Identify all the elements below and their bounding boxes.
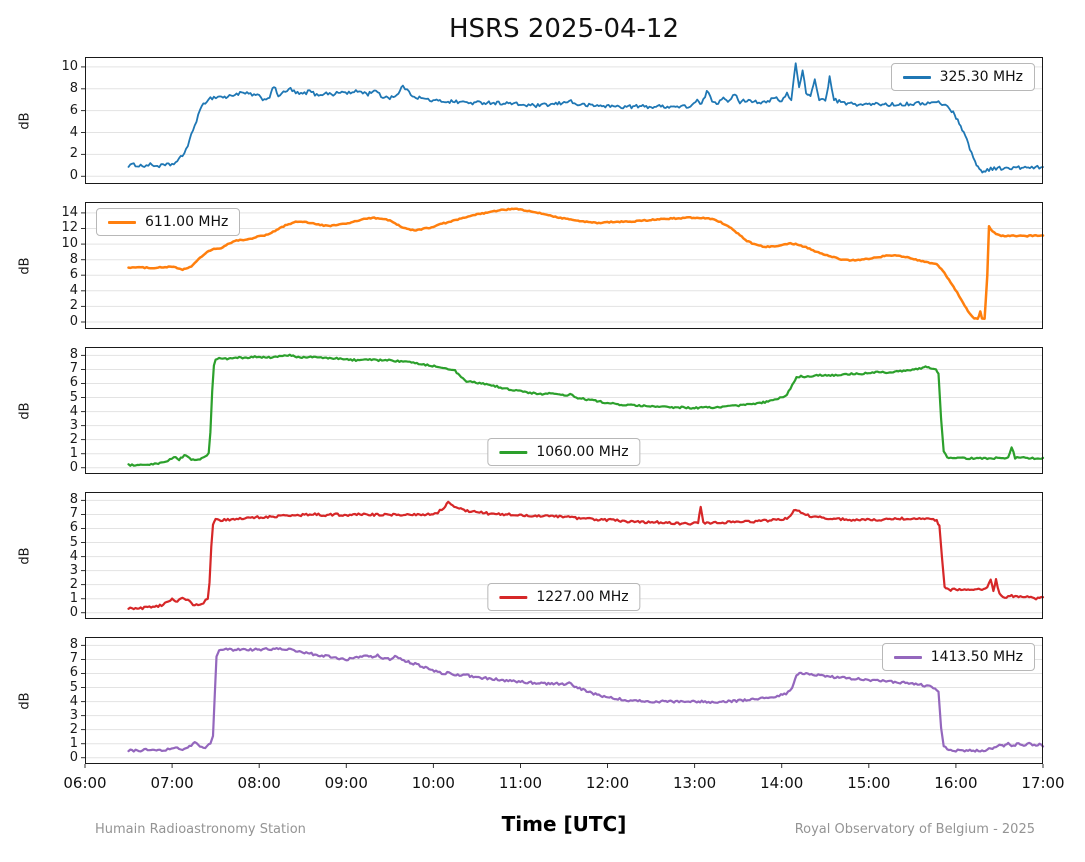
panel-1413mhz: 0 1 2 3 4 5 6 7 8 dB 1413.50 MHz — [18, 637, 1045, 768]
y-tick-label: 10 — [61, 236, 78, 252]
y-tick-label: 3 — [69, 562, 78, 578]
legend-1060mhz: 1060.00 MHz — [487, 438, 641, 466]
y-axis-label: dB — [17, 401, 33, 420]
x-tick-label: 09:00 — [324, 774, 368, 792]
y-tick-label: 8 — [69, 251, 78, 267]
x-tick-label: 17:00 — [1021, 774, 1065, 792]
panel-border — [85, 492, 1043, 619]
series-line-325mhz — [127, 62, 1044, 174]
y-tick-label: 0 — [69, 604, 78, 620]
legend-611mhz: 611.00 MHz — [96, 208, 241, 236]
series-line-1060mhz — [127, 353, 1045, 467]
x-tick-label: 07:00 — [150, 774, 194, 792]
series-line-1227mhz — [127, 500, 1045, 611]
y-tick-label: 0 — [69, 168, 78, 184]
y-tick-label: 4 — [69, 282, 78, 298]
y-tick-label: 3 — [69, 417, 78, 433]
x-axis-label: Time [UTC] — [501, 812, 627, 836]
legend-1413mhz: 1413.50 MHz — [881, 643, 1035, 671]
series-line-1413mhz — [127, 647, 1045, 753]
legend-line-sample — [499, 595, 528, 599]
y-tick-label: 10 — [61, 58, 78, 74]
panel-border — [85, 347, 1043, 474]
y-tick-label: 6 — [69, 375, 78, 391]
legend-line-sample — [108, 220, 136, 224]
legend-label: 1227.00 MHz — [536, 589, 629, 605]
legend-line-sample — [902, 75, 931, 79]
y-tick-label: 8 — [69, 347, 78, 363]
panel-plot-325mhz — [81, 57, 1044, 184]
x-tick-label: 11:00 — [498, 774, 543, 792]
y-tick-label: 1 — [69, 735, 78, 751]
y-tick-label: 4 — [69, 124, 78, 140]
panel-border — [85, 637, 1043, 764]
y-tick-label: 1 — [69, 590, 78, 606]
y-tick-label: 8 — [69, 80, 78, 96]
y-axis-label: dB — [17, 111, 33, 130]
panel-611mhz: 0 2 4 6 8 10 12 14 dB 611.00 MHz — [18, 202, 1045, 329]
y-tick-label: 7 — [69, 651, 78, 667]
x-tick-label: 10:00 — [411, 774, 455, 792]
y-tick-label: 2 — [69, 431, 78, 447]
observatory-credit: Royal Observatory of Belgium - 2025 — [794, 822, 1035, 837]
y-tick-label: 0 — [69, 459, 78, 475]
y-tick-label: 6 — [69, 665, 78, 681]
y-tick-label: 6 — [69, 102, 78, 118]
panel-border — [85, 202, 1043, 329]
y-tick-label: 2 — [69, 146, 78, 162]
x-tick-label: 08:00 — [237, 774, 281, 792]
y-tick-label: 4 — [69, 548, 78, 564]
y-axis-label: dB — [17, 256, 33, 275]
y-tick-label: 7 — [69, 506, 78, 522]
chart-title: HSRS 2025-04-12 — [449, 14, 679, 44]
y-tick-label: 1 — [69, 445, 78, 461]
y-tick-label: 2 — [69, 721, 78, 737]
panel-1060mhz: 0 1 2 3 4 5 6 7 8 dB 1060.00 MHz — [18, 347, 1045, 475]
legend-line-sample — [893, 655, 922, 659]
panel-border — [85, 57, 1043, 184]
legend-325mhz: 325.30 MHz — [890, 63, 1035, 91]
y-axis-label: dB — [17, 691, 33, 710]
legend-label: 1413.50 MHz — [930, 649, 1023, 665]
legend-label: 611.00 MHz — [145, 214, 229, 230]
panel-1227mhz: 0 1 2 3 4 5 6 7 8 dB 1227.00 MHz — [18, 492, 1045, 620]
y-tick-label: 5 — [69, 389, 78, 405]
y-tick-label: 8 — [69, 492, 78, 508]
y-tick-label: 7 — [69, 361, 78, 377]
legend-label: 325.30 MHz — [939, 69, 1023, 85]
legend-label: 1060.00 MHz — [536, 444, 629, 460]
y-tick-label: 5 — [69, 679, 78, 695]
x-tick-label: 16:00 — [934, 774, 978, 792]
x-tick-label: 15:00 — [847, 774, 891, 792]
x-tick-label: 06:00 — [63, 774, 107, 792]
y-tick-label: 2 — [69, 298, 78, 314]
station-credit: Humain Radioastronomy Station — [95, 822, 306, 837]
y-tick-label: 3 — [69, 707, 78, 723]
legend-line-sample — [499, 450, 528, 454]
y-tick-label: 14 — [61, 204, 78, 220]
x-tick-label: 14:00 — [760, 774, 804, 792]
panel-plot-611mhz — [81, 202, 1045, 329]
y-tick-label: 8 — [69, 637, 78, 653]
series-line-611mhz — [127, 207, 1045, 321]
y-tick-label: 0 — [69, 313, 78, 329]
panel-325mhz: 0 2 4 6 8 10 dB 325.30 MHz — [18, 57, 1044, 184]
y-tick-label: 4 — [69, 693, 78, 709]
y-tick-label: 0 — [69, 749, 78, 765]
y-tick-label: 6 — [69, 267, 78, 283]
y-axis-label: dB — [17, 546, 33, 565]
legend-1227mhz: 1227.00 MHz — [487, 583, 641, 611]
y-tick-label: 12 — [61, 220, 78, 236]
x-tick-label: 12:00 — [585, 774, 630, 792]
y-tick-label: 2 — [69, 576, 78, 592]
x-tick-label: 13:00 — [673, 774, 717, 792]
y-tick-label: 6 — [69, 520, 78, 536]
y-tick-label: 5 — [69, 534, 78, 550]
y-tick-label: 4 — [69, 403, 78, 419]
